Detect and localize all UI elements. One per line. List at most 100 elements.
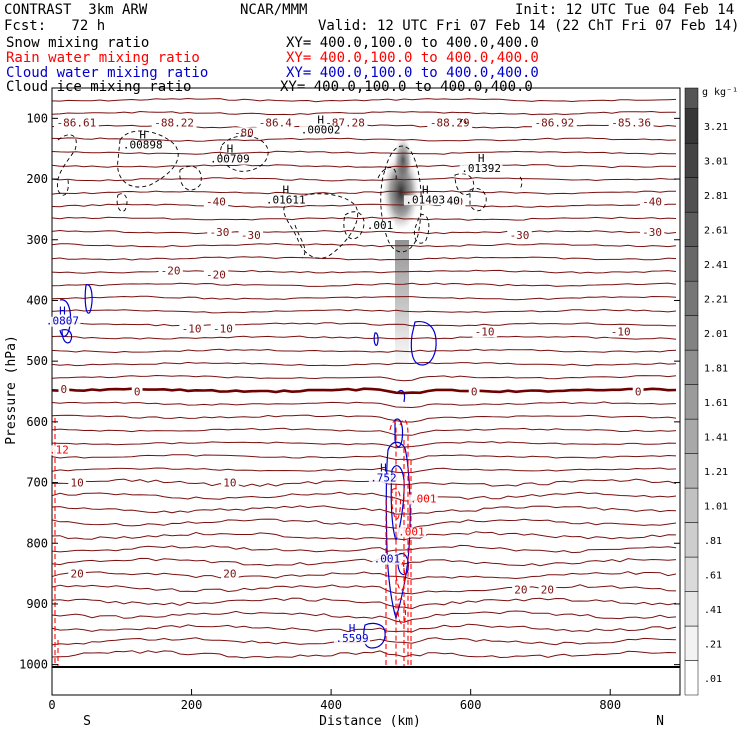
temperature-label-bg xyxy=(221,477,239,489)
temperature-label-bg xyxy=(58,384,70,396)
temperature-label-bg xyxy=(468,386,480,398)
temperature-label: 0 xyxy=(61,383,68,396)
temperature-label-bg xyxy=(203,196,229,208)
temperature-label-bg xyxy=(54,117,99,129)
temperature-label: -30 xyxy=(642,226,662,239)
max-label-value: .001 xyxy=(398,525,425,538)
colorbar-swatch xyxy=(684,556,699,592)
cloud-water-contour-3 xyxy=(61,329,73,344)
forecast-hour: Fcst: 72 h xyxy=(4,18,106,34)
legend-cloudwater-label: Cloud water mixing ratio xyxy=(6,65,209,81)
temperature-label: 0 xyxy=(635,386,642,399)
y-tick-label: 700 xyxy=(26,476,48,490)
temperature-label-bg xyxy=(203,269,229,281)
colorbar-swatch xyxy=(684,660,699,696)
cloud-ice-contour-1 xyxy=(57,134,77,196)
temperature-label: -20 xyxy=(206,268,226,281)
temperature-label-bg xyxy=(207,226,232,238)
cloud-ice-contours xyxy=(57,118,523,259)
legend-rain-label: Rain water mixing ratio xyxy=(6,50,200,66)
snow-shading-tail xyxy=(395,240,409,375)
temperature-label: -86.92 xyxy=(535,117,575,130)
colorbar-level: .41 xyxy=(704,605,722,616)
colorbar-swatch xyxy=(684,108,699,144)
x-axis-south-label: S xyxy=(83,714,91,729)
temperature-label: -10 xyxy=(611,325,631,338)
colorbar-level: 3.01 xyxy=(704,156,728,167)
temperature-label-bg xyxy=(68,477,86,489)
colorbar-swatch xyxy=(684,280,699,316)
colorbar-swatch xyxy=(684,591,699,627)
max-label-value: .01392 xyxy=(461,162,501,175)
isotherm-line xyxy=(52,491,677,502)
max-label-value: .5599 xyxy=(335,632,368,645)
legend-cloudwater-xy: XY= 400.0,100.0 to 400.0,400.0 xyxy=(286,65,539,81)
temperature-label-bg xyxy=(238,229,264,241)
x-tick-label: 200 xyxy=(181,698,203,712)
colorbar-level: 2.01 xyxy=(704,329,728,340)
temperature-label-bg xyxy=(256,117,295,129)
temperature-label-bg xyxy=(231,127,257,139)
cloud-water-contour-6 xyxy=(397,389,406,403)
max-label-h: H xyxy=(380,461,387,474)
valid-time: Valid: 12 UTC Fri 07 Feb 14 (22 ChT Fri … xyxy=(318,18,740,34)
isotherm-line xyxy=(52,584,677,595)
colorbar-level: 1.41 xyxy=(704,432,728,443)
field-max-labels: H.00898 H.00709H.00002H.01611H.01403H.013… xyxy=(44,114,503,645)
max-label-bg xyxy=(264,195,308,206)
colorbar-swatch xyxy=(684,522,699,558)
temperature-label: -10 xyxy=(213,322,233,335)
temperature-label: 0 xyxy=(134,386,141,399)
isotherm-line xyxy=(52,190,676,195)
temperature-label-bg xyxy=(131,386,143,398)
temperature-label-bg xyxy=(158,265,183,277)
x-axis-label: Distance (km) xyxy=(319,714,421,729)
legend-rain-xy: XY= 400.0,100.0 to 400.0,400.0 xyxy=(286,50,539,66)
max-label-bg xyxy=(372,554,402,565)
isotherm-line xyxy=(52,269,677,274)
temperature-label-bg xyxy=(210,323,236,335)
colorbar-swatch xyxy=(684,177,699,213)
max-label-bg xyxy=(47,445,71,456)
max-label-value: .001 xyxy=(374,553,401,566)
max-label-value: .001 xyxy=(410,493,437,506)
temperature-label: -30 xyxy=(510,229,530,242)
legend-cloudice-label: Cloud ice mixing ratio xyxy=(6,79,192,95)
cloud-ice-contour-3 xyxy=(116,193,128,212)
colorbar-level: 2.81 xyxy=(704,191,728,202)
legend-cloudice-xy: XY= 400.0,100.0 to 400.0,400.0 xyxy=(280,79,533,95)
cloud-ice-contour-11 xyxy=(413,214,430,244)
colorbar-level: .61 xyxy=(704,570,722,581)
cloud-water-contour-7 xyxy=(385,441,411,621)
cloud-ice-contour-14 xyxy=(519,176,523,190)
cloud-ice-contour-7 xyxy=(294,224,306,259)
max-label-value: .00002 xyxy=(301,124,341,137)
temperature-label: -86.61 xyxy=(57,117,97,130)
snow-shading-top xyxy=(394,138,412,182)
cloud-water-contour-1 xyxy=(84,284,93,314)
temperature-label-bg xyxy=(507,229,532,241)
model-title: CONTRAST 3km ARW xyxy=(4,2,148,18)
temperature-label: -88.29 xyxy=(430,117,470,130)
temperature-label: -10 xyxy=(182,322,202,335)
colorbar-level: 1.01 xyxy=(704,501,728,512)
isotherm-line xyxy=(52,256,677,261)
temperature-label: -88.22 xyxy=(154,117,194,130)
temperature-label: -80 xyxy=(234,126,254,139)
max-label-h: H xyxy=(422,183,429,196)
colorbar-level: 3.21 xyxy=(704,122,728,133)
colorbar-level: 1.21 xyxy=(704,467,728,478)
cloud-ice-contour-15 xyxy=(459,118,467,125)
snow-shading xyxy=(383,138,419,375)
isotherm-line xyxy=(52,242,677,248)
legend-snow-label: Snow mixing ratio xyxy=(6,35,150,51)
isotherm-line xyxy=(52,150,677,155)
y-axis-label: Pressure (hPa) xyxy=(4,335,19,445)
colorbar-level: .81 xyxy=(704,536,722,547)
temperature-label-bg xyxy=(608,326,633,338)
x-tick-label: 600 xyxy=(460,698,482,712)
cloud-water-contour-11 xyxy=(397,552,409,576)
isotherm-line xyxy=(52,427,677,436)
colorbar-level: 1.61 xyxy=(704,398,728,409)
max-label-h: H xyxy=(59,305,66,318)
